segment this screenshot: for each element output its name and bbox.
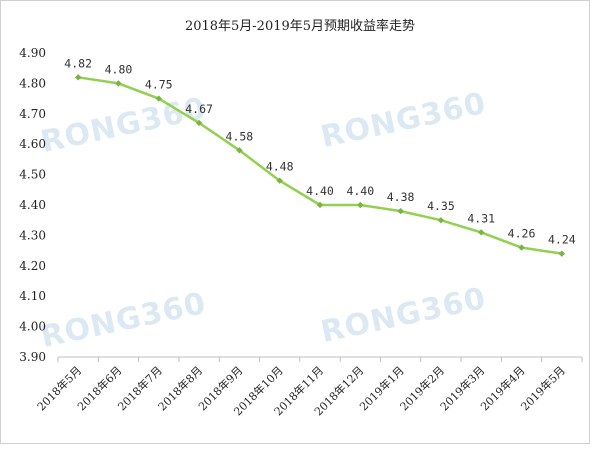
data-labels: 4.82 4.80 4.75 4.67 4.58 4.48 4.40 4.40 4.38 4.35… <box>64 56 575 246</box>
y-tick-label: 4.10 <box>19 289 46 303</box>
data-label: 4.67 <box>185 102 213 116</box>
data-point <box>316 201 324 209</box>
data-label: 4.35 <box>427 199 455 213</box>
data-point <box>236 147 243 154</box>
data-label: 4.80 <box>105 62 133 76</box>
data-point <box>558 250 566 257</box>
data-label: 4.31 <box>467 211 495 225</box>
y-tick-label: 4.30 <box>19 228 46 242</box>
data-label: 4.38 <box>387 190 415 204</box>
data-point <box>478 229 485 236</box>
data-point <box>437 217 445 224</box>
y-tick-label: 4.90 <box>19 46 46 60</box>
data-label: 4.40 <box>306 184 334 198</box>
data-point <box>518 244 525 251</box>
y-tick-label: 4.50 <box>19 168 46 182</box>
chart-title: 2018年5月-2019年5月预期收益率走势 <box>185 18 415 34</box>
data-label: 4.24 <box>548 233 576 247</box>
data-label: 4.48 <box>266 160 294 174</box>
data-label: 4.40 <box>346 184 374 198</box>
data-point <box>276 177 283 184</box>
data-label: 4.58 <box>226 129 254 143</box>
data-label: 4.75 <box>145 78 173 92</box>
data-label: 4.26 <box>508 227 536 241</box>
data-point <box>195 119 203 127</box>
data-point <box>74 74 82 81</box>
y-tick-label: 3.90 <box>19 350 46 364</box>
y-tick-label: 4.60 <box>19 137 46 151</box>
y-tick-label: 4.00 <box>19 320 46 334</box>
y-tick-label: 4.70 <box>19 107 46 121</box>
chart-frame <box>0 0 590 444</box>
data-point <box>115 80 122 87</box>
data-point <box>155 95 162 102</box>
data-point <box>397 207 404 215</box>
data-point <box>357 201 364 209</box>
y-axis: 4.90 4.80 4.70 4.60 4.50 4.40 4.30 4.20 4.10 4.00… <box>19 46 46 364</box>
series-layer <box>74 74 566 257</box>
data-label: 4.82 <box>64 56 92 70</box>
y-tick-label: 4.40 <box>19 198 46 212</box>
y-tick-label: 4.80 <box>19 76 46 90</box>
y-tick-label: 4.20 <box>19 259 46 273</box>
